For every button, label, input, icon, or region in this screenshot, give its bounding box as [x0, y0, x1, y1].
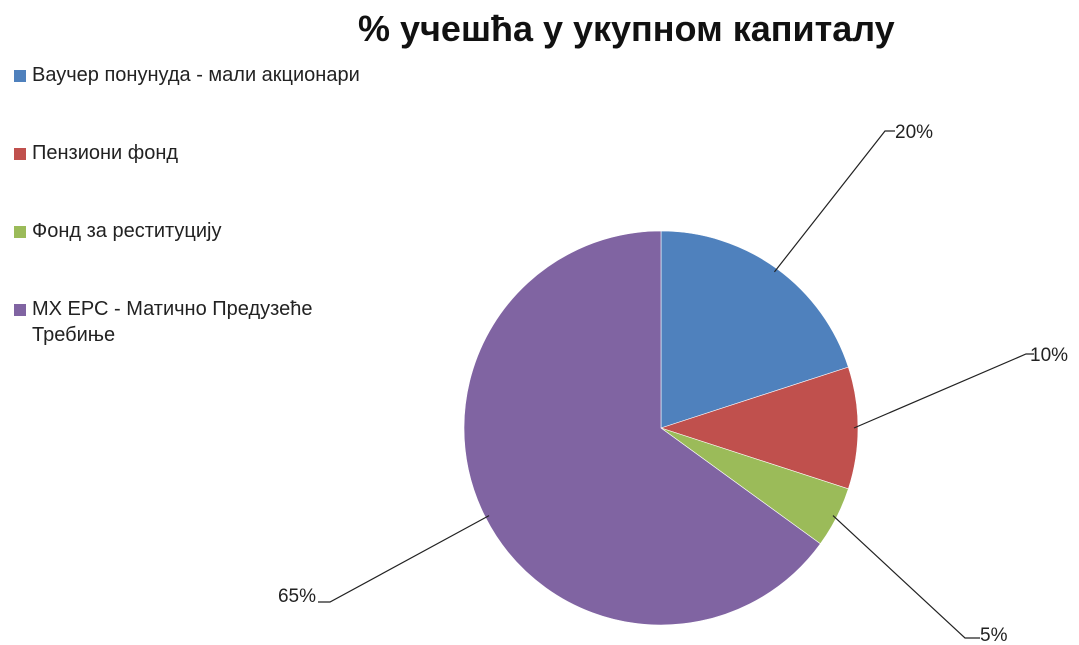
legend-swatch-voucher-offer: [14, 70, 26, 82]
legend-swatch-parent-company: [14, 304, 26, 316]
leader-line-restitution-fund: [832, 515, 980, 639]
leader-line-pension-fund: [853, 353, 1034, 429]
legend-label-voucher-offer: Ваучер понунуда - мали акционари: [32, 64, 360, 86]
legend-item-voucher-offer: Ваучер понунуда - мали акционари: [14, 62, 434, 88]
legend-swatch-pension-fund: [14, 148, 26, 160]
leader-line-voucher-offer: [773, 130, 895, 273]
legend-label-restitution-fund: Фонд за реституцију: [32, 220, 222, 242]
legend: Ваучер понунуда - мали акционари Пензион…: [14, 62, 434, 400]
legend-item-restitution-fund: Фонд за реституцију: [14, 218, 434, 244]
legend-item-parent-company: МХ ЕРС - Матично Предузеће Требиње: [14, 296, 434, 348]
legend-label-parent-company: МХ ЕРС - Матично Предузеће Требиње: [32, 298, 313, 346]
data-label-restitution-fund: 5%: [980, 625, 1008, 645]
leader-line-parent-company: [318, 515, 490, 603]
pie-slice-pension-fund: [660, 366, 859, 490]
chart-title: % учешћа у укупном капиталу: [358, 8, 895, 49]
data-label-pension-fund: 10%: [1030, 345, 1068, 366]
legend-item-pension-fund: Пензиони фонд: [14, 140, 434, 166]
legend-label-pension-fund: Пензиони фонд: [32, 142, 179, 164]
legend-swatch-restitution-fund: [14, 226, 26, 238]
data-label-voucher-offer: 20%: [895, 122, 933, 143]
data-label-parent-company: 65%: [278, 586, 316, 607]
